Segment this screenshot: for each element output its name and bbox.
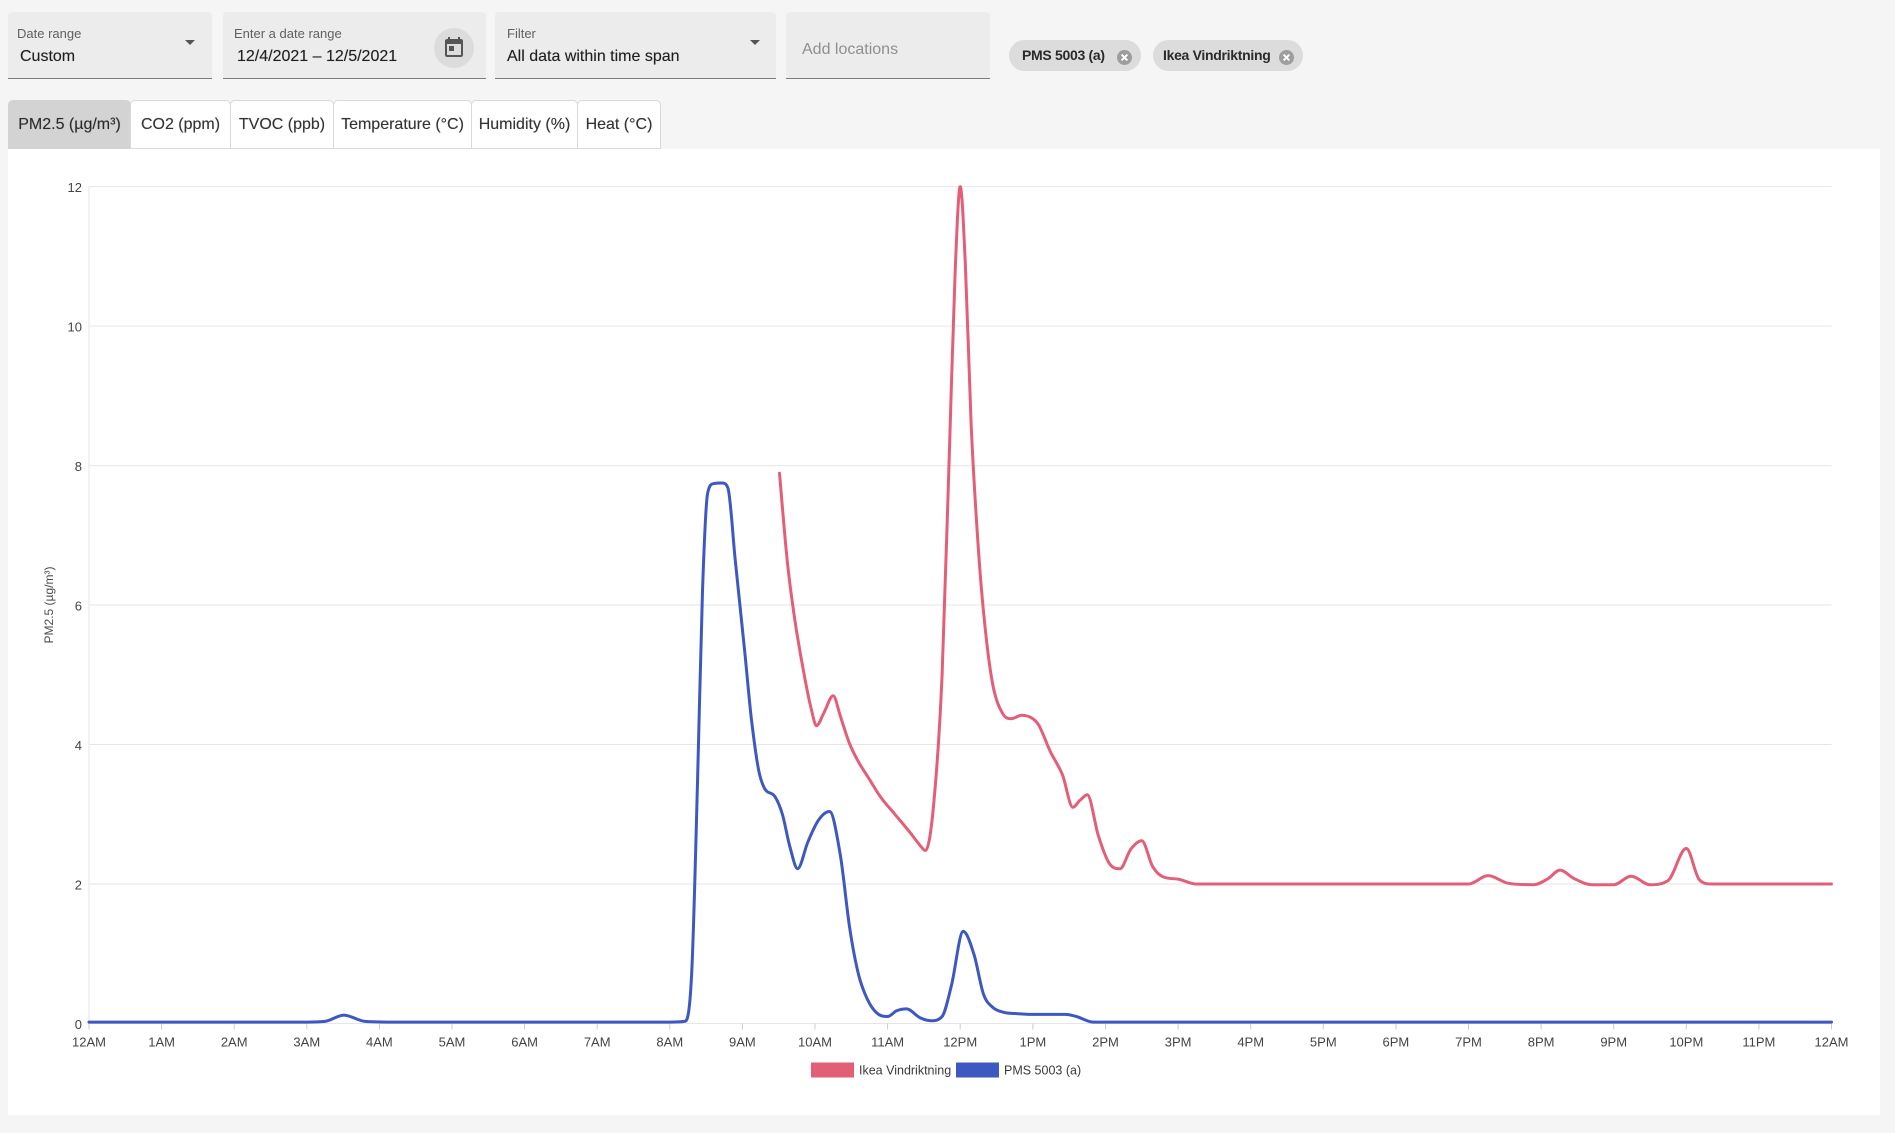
svg-text:6: 6 — [75, 599, 82, 614]
svg-text:12AM: 12AM — [1815, 1035, 1849, 1050]
svg-text:11AM: 11AM — [871, 1035, 904, 1050]
svg-text:10: 10 — [68, 320, 82, 335]
svg-text:12PM: 12PM — [943, 1035, 977, 1050]
svg-text:8: 8 — [75, 459, 82, 474]
svg-text:7PM: 7PM — [1455, 1035, 1482, 1050]
svg-text:6AM: 6AM — [511, 1035, 538, 1050]
svg-text:4PM: 4PM — [1237, 1035, 1264, 1050]
svg-text:5PM: 5PM — [1310, 1035, 1337, 1050]
svg-text:10AM: 10AM — [798, 1035, 832, 1050]
svg-text:8AM: 8AM — [656, 1035, 683, 1050]
svg-text:2PM: 2PM — [1092, 1035, 1119, 1050]
svg-text:PMS 5003 (a): PMS 5003 (a) — [1004, 1064, 1081, 1078]
svg-text:PM2.5 (µg/m³): PM2.5 (µg/m³) — [42, 567, 56, 644]
svg-text:9PM: 9PM — [1600, 1035, 1627, 1050]
svg-text:1PM: 1PM — [1020, 1035, 1047, 1050]
svg-text:3AM: 3AM — [293, 1035, 320, 1050]
svg-text:4: 4 — [75, 738, 82, 753]
svg-text:Ikea Vindriktning: Ikea Vindriktning — [859, 1064, 951, 1078]
svg-text:0: 0 — [75, 1017, 82, 1032]
svg-text:4AM: 4AM — [366, 1035, 393, 1050]
svg-text:6PM: 6PM — [1383, 1035, 1410, 1050]
svg-text:12: 12 — [68, 180, 82, 195]
svg-text:3PM: 3PM — [1165, 1035, 1192, 1050]
svg-text:7AM: 7AM — [584, 1035, 611, 1050]
svg-text:2: 2 — [75, 878, 82, 893]
svg-text:5AM: 5AM — [439, 1035, 466, 1050]
svg-text:9AM: 9AM — [729, 1035, 756, 1050]
svg-text:12AM: 12AM — [72, 1035, 106, 1050]
svg-text:1AM: 1AM — [148, 1035, 175, 1050]
svg-text:11PM: 11PM — [1742, 1035, 1775, 1050]
svg-text:8PM: 8PM — [1528, 1035, 1555, 1050]
svg-text:2AM: 2AM — [221, 1035, 248, 1050]
svg-text:10PM: 10PM — [1669, 1035, 1703, 1050]
